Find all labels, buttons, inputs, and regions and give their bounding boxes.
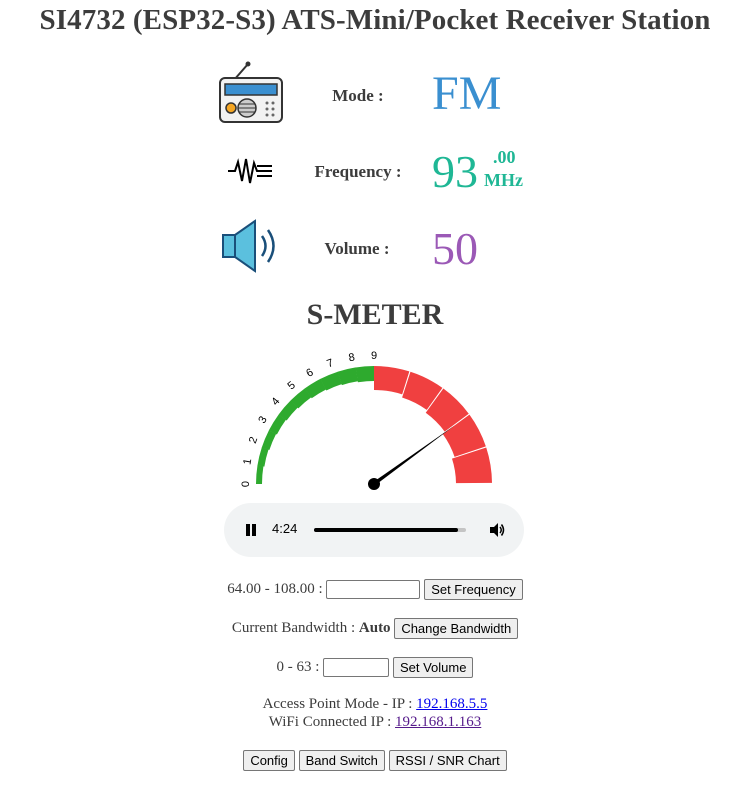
frequency-unit: MHz: [484, 170, 523, 190]
gauge-segment-low: [290, 388, 312, 409]
gauge-segment-high: [442, 414, 486, 457]
pause-button[interactable]: [244, 523, 258, 537]
scale-label: 7: [325, 357, 335, 370]
rssi-snr-chart-button[interactable]: RSSI / SNR Chart: [388, 750, 507, 771]
config-button[interactable]: Config: [243, 750, 295, 771]
gauge-segment-low: [256, 465, 264, 484]
gauge-segment-low: [278, 400, 298, 421]
nav-buttons: Config Band Switch RSSI / SNR Chart: [0, 750, 750, 771]
gauge-segment-low: [268, 414, 286, 435]
wifi-label: WiFi Connected IP :: [268, 714, 392, 730]
volume-input[interactable]: [323, 658, 390, 677]
volume-range-label: 0 - 63 :: [276, 659, 320, 675]
volume-label: Volume :: [324, 239, 390, 258]
gauge-segment-high: [402, 371, 443, 410]
gauge-segment-low: [261, 430, 277, 451]
progress-fill: [314, 528, 459, 532]
bandwidth-value: Auto: [358, 620, 391, 636]
volume-form: 0 - 63 : Set Volume: [0, 657, 750, 678]
bandwidth-form: Current Bandwidth : Auto Change Bandwidt…: [0, 618, 750, 639]
scale-label: 2: [247, 435, 260, 445]
change-bandwidth-button[interactable]: Change Bandwidth: [394, 618, 519, 639]
ap-label: Access Point Mode - IP :: [262, 696, 413, 712]
frequency-form: 64.00 - 108.00 : Set Frequency: [0, 579, 750, 600]
ap-ip-link[interactable]: 192.168.5.5: [416, 696, 488, 712]
frequency-input[interactable]: [326, 580, 421, 599]
frequency-label: Frequency :: [314, 162, 402, 181]
radio-icon: [218, 58, 284, 131]
gauge-segment-low: [355, 366, 375, 383]
set-frequency-button[interactable]: Set Frequency: [424, 579, 523, 600]
scale-label: 5: [285, 379, 297, 392]
gauge-segment-high: [451, 447, 492, 484]
wifi-ip-link[interactable]: 192.168.1.163: [395, 714, 482, 730]
ap-info: Access Point Mode - IP : 192.168.5.5: [0, 696, 750, 713]
scale-label: 4: [269, 395, 282, 407]
bandwidth-label: Current Bandwidth :: [231, 620, 356, 636]
gauge-segment-high: [374, 366, 410, 395]
gauge-segment-high: [425, 388, 469, 432]
gauge-segment-low: [320, 371, 342, 391]
volume-icon[interactable]: [489, 522, 505, 543]
signal-wave-icon: [226, 154, 274, 193]
frequency-decimal: .00: [493, 147, 516, 167]
playback-progress[interactable]: [314, 528, 466, 532]
set-volume-button[interactable]: Set Volume: [392, 657, 474, 678]
scale-label: 9: [371, 350, 377, 362]
speaker-icon: [220, 218, 282, 279]
scale-label: 1: [241, 458, 254, 466]
gauge-needle: [370, 425, 455, 489]
gauge-segment-low: [257, 447, 269, 467]
smeter-title: S-METER: [306, 298, 444, 331]
volume-value: 50: [432, 223, 478, 274]
wifi-info: WiFi Connected IP : 192.168.1.163: [0, 714, 750, 731]
scale-label: 6: [304, 366, 315, 379]
frequency-integer: 93: [432, 146, 478, 197]
scale-label: 0: [240, 481, 252, 487]
page-title: SI4732 (ESP32-S3) ATS-Mini/Pocket Receiv…: [39, 4, 711, 36]
playback-time: 4:24: [272, 521, 298, 536]
mode-value: FM: [432, 67, 502, 120]
gauge-segment-low: [304, 378, 327, 399]
frequency-range-label: 64.00 - 108.00 :: [227, 581, 323, 597]
band-switch-button[interactable]: Band Switch: [298, 750, 385, 771]
scale-label: 8: [348, 351, 356, 364]
audio-player: 4:24: [224, 503, 524, 557]
needle-hub: [368, 478, 380, 490]
gauge-segment-low: [337, 367, 358, 386]
scale-label: 3: [256, 414, 269, 425]
mode-label: Mode :: [332, 86, 384, 105]
